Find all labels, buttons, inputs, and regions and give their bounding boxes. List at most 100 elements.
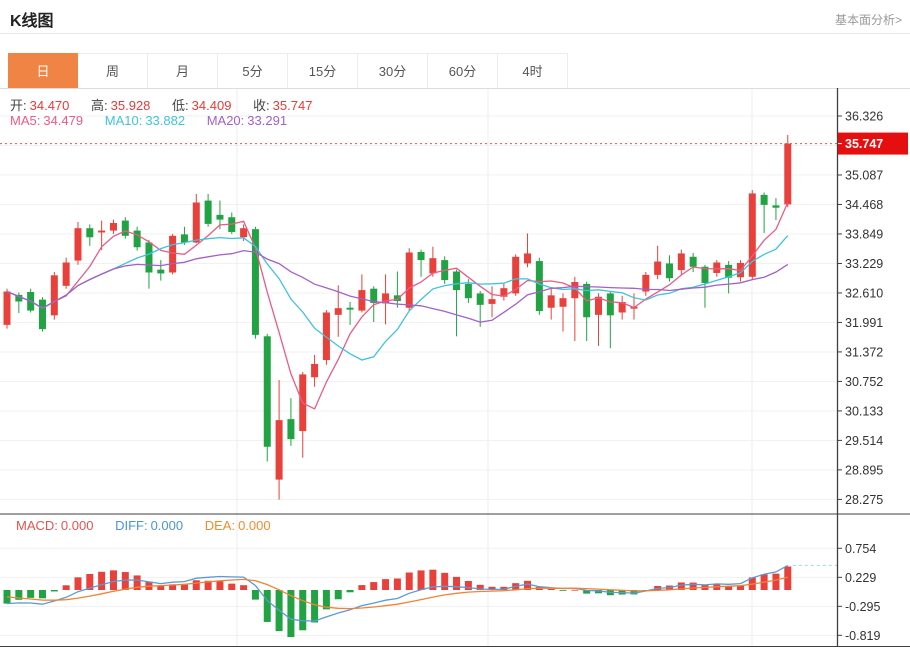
candle[interactable] [606,291,614,349]
macd-bar [370,582,378,590]
macd-bar [500,586,508,590]
macd-bar [476,584,484,590]
candle[interactable] [299,372,307,458]
macd-bar [772,573,780,590]
open-label: 开: [10,98,27,113]
candle[interactable] [748,190,756,280]
ma10-value: 33.882 [145,113,186,128]
current-price-tag: 35.747 [838,132,908,155]
candle[interactable] [393,271,401,308]
ma10-label: MA10: [104,113,143,128]
candle[interactable] [62,257,70,289]
candle[interactable] [642,272,650,296]
macd-bar [74,577,82,590]
candle[interactable] [654,245,662,280]
macd-bar [228,583,236,590]
candle[interactable] [559,293,567,332]
svg-text:36.326: 36.326 [845,110,883,124]
candle[interactable] [618,295,626,320]
candle[interactable] [760,192,768,233]
macd-value: 0.000 [60,518,94,533]
candle[interactable] [453,269,461,337]
tab-week[interactable]: 周 [78,53,148,89]
tab-5min[interactable]: 5分 [218,53,288,89]
candle[interactable] [334,285,342,337]
candle[interactable] [488,286,496,318]
candle[interactable] [346,302,354,325]
svg-text:28.895: 28.895 [845,463,883,477]
macd-bar [15,590,23,600]
period-tabs: 日 周 月 5分 15分 30分 60分 4时 [8,53,568,89]
candle[interactable] [192,193,200,244]
macd-bar [784,566,792,590]
macd-bar [38,590,46,599]
candle[interactable] [50,272,58,320]
macd-bar [86,573,94,590]
candle[interactable] [74,222,82,265]
candle[interactable] [157,260,165,281]
macd-bar [358,585,366,590]
candle[interactable] [3,288,11,329]
candle[interactable] [547,288,555,320]
candle[interactable] [524,233,532,268]
candle[interactable] [287,398,295,446]
candle[interactable] [98,220,106,251]
tab-4hour[interactable]: 4时 [498,53,568,89]
candle[interactable] [180,226,188,245]
candle[interactable] [665,255,673,282]
page-header: K线图 基本面分析> [0,0,910,34]
tab-month[interactable]: 月 [148,53,218,89]
kline-chart[interactable]: 36.326 35.087 34.468 33.849 33.229 32.610 31.9… [0,88,910,649]
macd-bar [630,590,638,595]
svg-text:32.610: 32.610 [845,286,883,300]
macd-bar [180,584,188,590]
candle[interactable] [311,354,319,387]
macd-bar [216,581,224,590]
fundamental-analysis-link[interactable]: 基本面分析> [834,13,902,27]
candle[interactable] [417,249,425,277]
candle[interactable] [595,293,602,346]
candle[interactable] [701,264,709,308]
candle[interactable] [275,380,283,500]
grid-layer [0,88,910,646]
ma5-value: 34.479 [43,113,84,128]
svg-text:31.372: 31.372 [845,345,883,359]
tab-60min[interactable]: 60分 [428,53,498,89]
ma5-label: MA5: [10,113,41,128]
candle[interactable] [535,257,543,315]
candle[interactable] [405,248,413,311]
candle[interactable] [169,233,177,275]
candle[interactable] [358,274,366,313]
candle[interactable] [689,252,697,273]
candle[interactable] [382,274,390,325]
macd-bar [441,572,449,590]
macd-bar [429,569,437,590]
tab-day[interactable]: 日 [8,53,78,89]
candle[interactable] [476,291,484,327]
candle[interactable] [251,226,259,339]
axis-frame [0,88,910,647]
high-value: 35.928 [110,98,151,113]
macd-bar [204,580,212,590]
candle[interactable] [263,333,271,462]
close-label: 收: [253,98,270,113]
ma20-label: MA20: [206,113,245,128]
candle[interactable] [38,297,46,332]
candle[interactable] [784,134,792,208]
candle[interactable] [121,217,129,239]
macd-bar [488,586,496,590]
svg-text:31.991: 31.991 [845,316,883,330]
tab-15min[interactable]: 15分 [288,53,358,89]
candle[interactable] [133,226,141,251]
candle[interactable] [500,283,508,301]
candle[interactable] [109,219,117,234]
tab-30min[interactable]: 30分 [358,53,428,89]
candle[interactable] [677,249,685,275]
svg-text:0.229: 0.229 [845,571,876,585]
svg-text:-0.819: -0.819 [845,629,880,643]
candle[interactable] [86,224,94,246]
candle[interactable] [204,193,212,227]
candle[interactable] [772,198,780,221]
candle[interactable] [429,246,437,277]
ma20-line [6,249,789,323]
